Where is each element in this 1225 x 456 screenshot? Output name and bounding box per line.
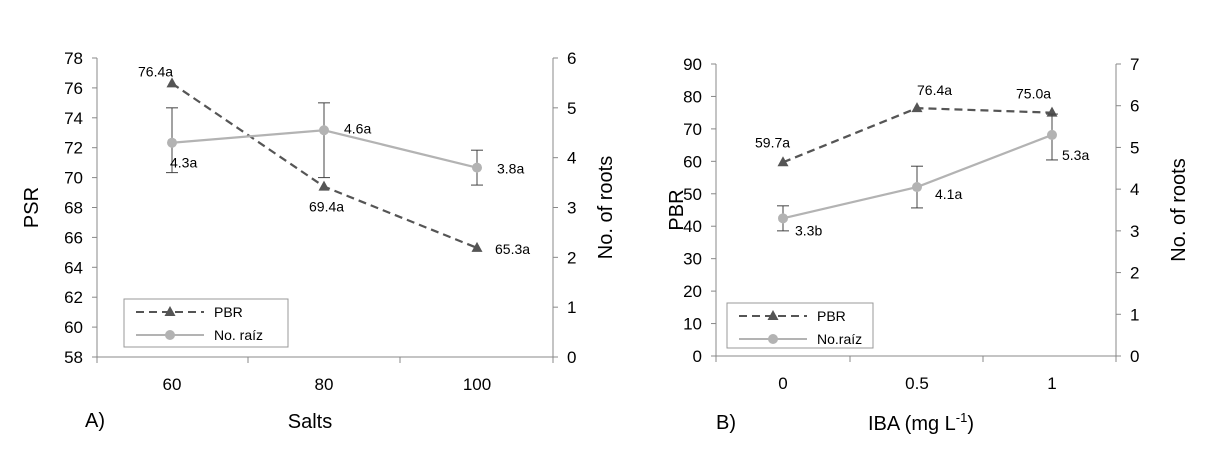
data-point-circle <box>319 125 329 136</box>
data-point-triangle <box>471 241 483 252</box>
left-tick-label: 74 <box>64 109 83 128</box>
x-axis-title-end: ) <box>967 413 974 435</box>
left-tick-label: 78 <box>64 49 83 68</box>
x-tick-label: 0 <box>778 374 787 393</box>
data-label: 4.3a <box>170 155 197 171</box>
right-tick-label: 6 <box>567 49 576 68</box>
x-axis-title-sup: -1 <box>956 410 968 425</box>
right-tick-label: 5 <box>567 99 576 118</box>
data-point-triangle <box>777 156 789 167</box>
y-axis-title-right: No. of roots <box>1168 158 1190 261</box>
left-tick-label: 20 <box>683 282 702 301</box>
x-tick-label: 1 <box>1047 374 1056 393</box>
right-tick-label: 7 <box>1130 55 1139 74</box>
y-axis-title: PSR <box>21 187 43 228</box>
right-tick-label: 5 <box>1130 138 1139 157</box>
right-tick-label: 0 <box>567 348 576 367</box>
panel-label: A) <box>85 410 105 432</box>
right-tick-label: 1 <box>567 298 576 317</box>
x-axis-title: IBA (mg L-1) <box>868 410 974 435</box>
left-tick-label: 62 <box>64 288 83 307</box>
x-tick-label: 80 <box>315 375 334 394</box>
right-tick-label: 0 <box>1130 347 1139 366</box>
x-axis-title-main: IBA (mg L <box>868 413 956 435</box>
x-axis-title: Salts <box>288 411 332 433</box>
y-axis-title-right: No. of roots <box>595 156 617 259</box>
legend-box <box>123 298 289 348</box>
data-label: 3.8a <box>497 161 524 177</box>
data-point-triangle <box>911 102 923 113</box>
x-tick-label: 100 <box>463 375 491 394</box>
right-tick-label: 4 <box>1130 180 1139 199</box>
left-tick-label: 50 <box>683 185 702 204</box>
left-tick-label: 10 <box>683 315 702 334</box>
x-tick-label: 0.5 <box>905 374 929 393</box>
left-tick-label: 30 <box>683 250 702 269</box>
right-tick-label: 3 <box>567 199 576 218</box>
legend: PBR No.raíz <box>726 302 874 349</box>
legend-marker-triangle <box>767 310 779 320</box>
data-label: 59.7a <box>755 134 790 150</box>
legend-entry-label: No. raíz <box>214 327 263 343</box>
left-tick-label: 58 <box>64 348 83 367</box>
left-tick-label: 64 <box>64 258 83 277</box>
left-tick-label: 0 <box>693 347 702 366</box>
right-tick-label: 3 <box>1130 222 1139 241</box>
data-point-circle <box>1047 129 1057 140</box>
panel-label: B) <box>716 412 736 434</box>
right-tick-label: 6 <box>1130 97 1139 116</box>
left-tick-label: 70 <box>683 120 702 139</box>
left-tick-label: 66 <box>64 228 83 247</box>
legend: PBR No. raíz <box>123 298 289 348</box>
data-point-circle <box>472 162 482 173</box>
left-tick-label: 80 <box>683 87 702 106</box>
left-tick-label: 72 <box>64 139 83 158</box>
right-tick-label: 2 <box>567 248 576 267</box>
data-label: 76.4a <box>138 63 173 79</box>
series-line-pbr <box>782 107 1053 164</box>
data-label: 5.3a <box>1062 147 1089 163</box>
data-label: 76.4a <box>917 82 952 98</box>
data-label: 4.6a <box>344 120 371 136</box>
data-point-circle <box>167 137 177 148</box>
right-tick-label: 2 <box>1130 264 1139 283</box>
left-tick-label: 68 <box>64 199 83 218</box>
data-label: 4.1a <box>935 186 962 202</box>
left-tick-label: 76 <box>64 79 83 98</box>
data-point-triangle <box>166 77 178 88</box>
left-tick-label: 70 <box>64 169 83 188</box>
data-label: 65.3a <box>495 241 530 257</box>
legend-entry-label: No.raíz <box>817 331 862 347</box>
legend-marker-circle <box>165 330 175 340</box>
chart-panel-a: 58 60 62 64 66 68 70 72 74 76 78 0 1 2 3 4 5 6 60 80 100 PSR N… <box>21 49 617 433</box>
data-label: 3.3b <box>795 222 822 238</box>
legend-entry-label: PBR <box>817 308 846 324</box>
y-axis-title: PBR <box>666 189 688 230</box>
right-tick-label: 4 <box>567 149 576 168</box>
data-point-triangle <box>318 180 330 191</box>
legend-entry-label: PBR <box>214 304 243 320</box>
data-label: 69.4a <box>309 199 344 215</box>
legend-box <box>726 302 874 349</box>
x-tick-label: 60 <box>163 375 182 394</box>
data-point-circle <box>912 182 922 193</box>
left-tick-label: 60 <box>64 318 83 337</box>
legend-marker-triangle <box>164 306 176 316</box>
left-tick-label: 90 <box>683 55 702 74</box>
left-tick-label: 40 <box>683 217 702 236</box>
right-tick-label: 1 <box>1130 305 1139 324</box>
data-point-circle <box>778 213 788 224</box>
left-tick-label: 60 <box>683 152 702 171</box>
legend-marker-circle <box>768 334 778 344</box>
data-label: 75.0a <box>1016 86 1051 102</box>
